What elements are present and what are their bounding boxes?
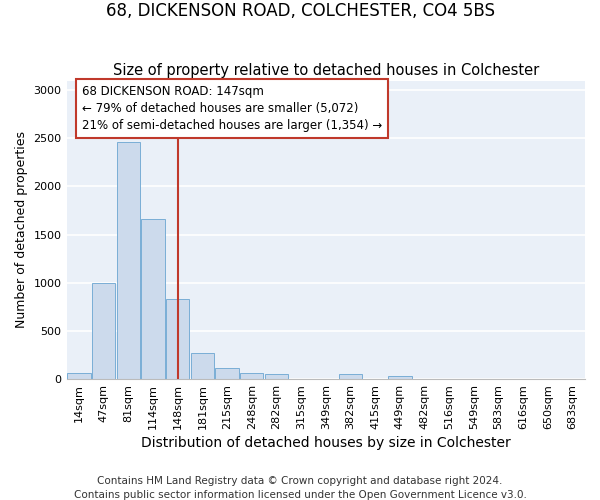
Bar bbox=[92, 283, 115, 379]
Bar bbox=[67, 374, 91, 379]
X-axis label: Distribution of detached houses by size in Colchester: Distribution of detached houses by size … bbox=[141, 436, 511, 450]
Bar bbox=[141, 219, 164, 379]
Bar bbox=[215, 368, 239, 379]
Text: 68, DICKENSON ROAD, COLCHESTER, CO4 5BS: 68, DICKENSON ROAD, COLCHESTER, CO4 5BS bbox=[106, 2, 494, 21]
Text: Contains HM Land Registry data © Crown copyright and database right 2024.
Contai: Contains HM Land Registry data © Crown c… bbox=[74, 476, 526, 500]
Text: 68 DICKENSON ROAD: 147sqm
← 79% of detached houses are smaller (5,072)
21% of se: 68 DICKENSON ROAD: 147sqm ← 79% of detac… bbox=[82, 85, 382, 132]
Bar bbox=[339, 374, 362, 379]
Bar bbox=[116, 142, 140, 379]
Bar bbox=[166, 299, 190, 379]
Bar bbox=[240, 374, 263, 379]
Title: Size of property relative to detached houses in Colchester: Size of property relative to detached ho… bbox=[113, 63, 539, 78]
Bar bbox=[191, 353, 214, 379]
Bar bbox=[388, 376, 412, 379]
Bar bbox=[265, 374, 288, 379]
Y-axis label: Number of detached properties: Number of detached properties bbox=[15, 132, 28, 328]
